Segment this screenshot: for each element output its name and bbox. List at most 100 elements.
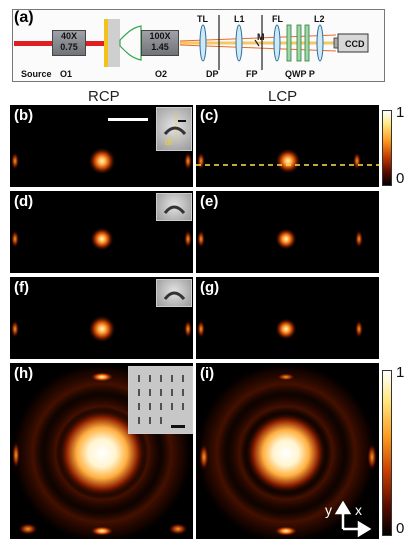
bottom-lobe <box>90 526 114 536</box>
inset-scale-bar <box>171 425 185 428</box>
panel-g: (g) <box>196 277 379 359</box>
panel-f-intensity-map <box>11 315 192 343</box>
left-lobe <box>199 443 209 471</box>
panel-b: (b) dl <box>10 105 193 187</box>
inset-d-drawing <box>163 205 186 215</box>
panel-d: (d) <box>10 191 193 273</box>
central-spot <box>275 148 301 174</box>
dl-annotation: dl <box>165 137 172 147</box>
label-fl: FL <box>272 14 283 24</box>
label-fp: FP <box>246 69 258 79</box>
panel-c-intensity-map <box>196 148 379 174</box>
side-lobe-left <box>11 152 19 170</box>
colorbar-bottom-min: 0 <box>396 520 405 537</box>
saturated-central-spot <box>56 407 148 499</box>
side-lobe-right <box>355 230 363 248</box>
inset-b-sem-image: dl <box>156 107 192 151</box>
side-lobe-right <box>184 152 192 170</box>
colorbar-top <box>382 110 392 186</box>
axis-x-arrowhead <box>357 520 372 538</box>
panel-label-h: (h) <box>14 365 34 382</box>
panel-label-f: (f) <box>14 279 29 296</box>
bottom-lobe <box>274 526 298 536</box>
side-lobe-left <box>11 230 19 248</box>
side-lobe-right <box>184 320 192 338</box>
panel-label-g: (g) <box>200 279 220 296</box>
panel-label-a: (a) <box>14 9 34 26</box>
side-lobe-right <box>353 152 361 170</box>
scale-bar <box>108 118 148 121</box>
inset-scale-bar <box>178 120 186 122</box>
objective-o1-mag: 40X <box>60 31 77 41</box>
objective-o2-mag: 100X <box>149 31 171 41</box>
panel-f: (f) <box>10 277 193 359</box>
panel-e: (e) <box>196 191 379 273</box>
side-lobe-right <box>184 230 192 248</box>
right-lobe <box>367 443 377 471</box>
label-tl: TL <box>197 14 208 24</box>
objective-o2-na: 1.45 <box>151 42 169 52</box>
label-qwp-p: QWP P <box>285 69 315 79</box>
top-lobe <box>276 373 296 381</box>
side-lobe-left <box>197 152 205 170</box>
panel-i: y x (i) <box>196 363 379 539</box>
label-o2: O2 <box>155 69 168 79</box>
central-spot <box>88 147 116 175</box>
colorbar-top-max: 1 <box>396 104 405 121</box>
axis-y-label: y <box>325 502 332 518</box>
axes-icon <box>334 500 372 538</box>
label-l2: L2 <box>314 14 325 24</box>
colorbar-top-min: 0 <box>396 170 405 187</box>
side-lobe-left <box>197 230 205 248</box>
panel-label-d: (d) <box>14 193 34 210</box>
label-m: M <box>257 32 265 42</box>
panel-label-c: (c) <box>200 107 219 124</box>
panel-label-i: (i) <box>200 365 215 382</box>
left-lobe <box>12 441 20 469</box>
panel-c: (c) <box>196 105 379 187</box>
panel-d-intensity-map <box>11 227 192 251</box>
nano-antenna-shape <box>163 205 186 215</box>
central-spot <box>88 315 116 343</box>
panel-h: (h) <box>10 363 193 539</box>
inset-b-drawing: dl <box>163 111 187 147</box>
panel-i-intensity-map: y x <box>196 363 378 539</box>
nano-antenna-shape <box>163 126 187 136</box>
objective-o1-icon: 40X 0.75 <box>52 30 86 56</box>
label-l1: L1 <box>234 14 245 24</box>
central-spot <box>90 227 114 251</box>
top-lobe <box>90 372 114 382</box>
central-spot <box>275 228 297 250</box>
label-source: Source <box>21 69 52 79</box>
side-lobe-left <box>197 320 205 338</box>
saturated-central-spot <box>244 411 328 495</box>
objective-o2-icon: 100X 1.45 <box>141 30 179 56</box>
side-lobe-left <box>11 320 19 338</box>
inset-f-drawing <box>163 291 186 301</box>
inset-h-sem-array <box>128 366 193 434</box>
column-header-lcp: LCP <box>268 88 298 105</box>
panel-e-intensity-map <box>197 228 363 250</box>
column-header-rcp: RCP <box>88 88 120 105</box>
panel-label-b: (b) <box>14 107 34 124</box>
axis-y-arrowhead <box>334 500 352 515</box>
panel-label-e: (e) <box>200 193 219 210</box>
nano-antenna-shape <box>163 291 186 301</box>
inset-h-drawing <box>138 375 185 428</box>
axis-x-label: x <box>355 502 362 518</box>
bottom-left-lobe <box>18 523 38 535</box>
side-lobe-right <box>355 320 363 338</box>
colorbar-bottom-max: 1 <box>396 364 405 381</box>
objective-o1-na: 0.75 <box>60 42 78 52</box>
colorbar-bottom <box>382 370 392 536</box>
central-spot <box>275 318 297 340</box>
inset-f-sem-image <box>156 279 192 307</box>
label-ccd: CCD <box>345 39 365 49</box>
panel-b-intensity-map <box>11 118 192 175</box>
bottom-right-lobe <box>168 523 188 535</box>
panel-h-intensity-map <box>10 363 193 539</box>
panel-g-intensity-map <box>197 318 363 340</box>
label-dp: DP <box>206 69 219 79</box>
label-o1: O1 <box>60 69 73 79</box>
